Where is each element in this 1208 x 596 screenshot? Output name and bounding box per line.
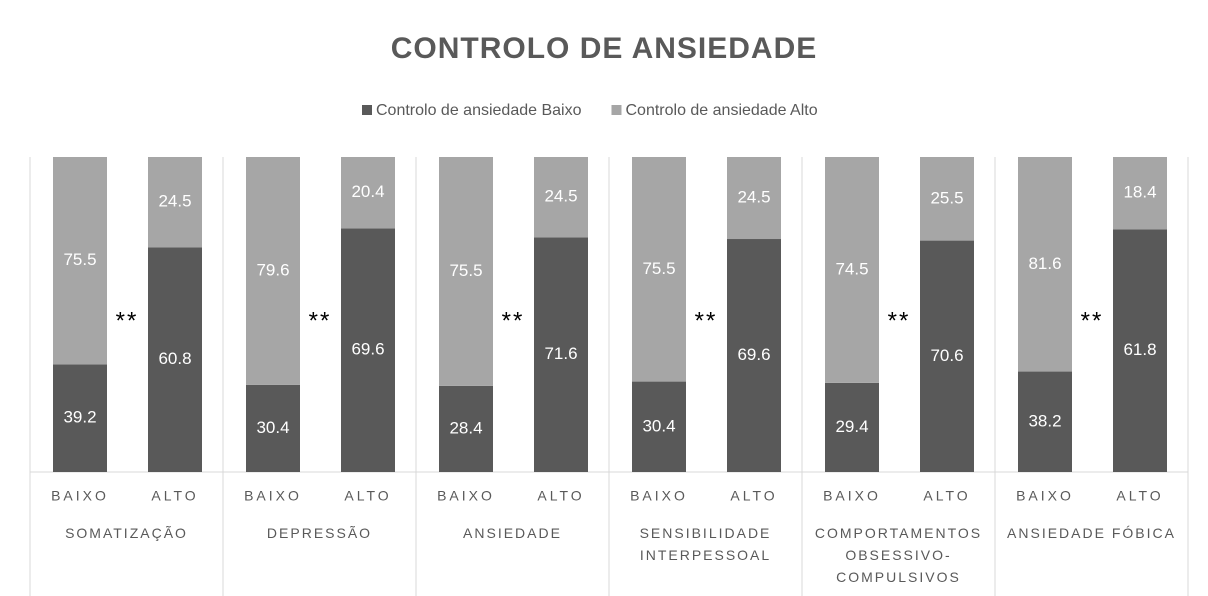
bar-segment bbox=[439, 157, 493, 386]
x-tick-label: ALTO bbox=[344, 488, 391, 504]
bar-segment bbox=[632, 381, 686, 472]
x-tick-label: BAIXO bbox=[244, 488, 302, 504]
x-tick-label: ALTO bbox=[537, 488, 584, 504]
value-label: 71.6 bbox=[544, 344, 577, 363]
value-label: 30.4 bbox=[256, 418, 289, 437]
value-label: 75.5 bbox=[63, 250, 96, 269]
bar-segment bbox=[1018, 371, 1072, 472]
bar-segment bbox=[246, 384, 300, 472]
bar-segment bbox=[1113, 157, 1167, 230]
group-label: SENSIBILIDADE INTERPESSOAL bbox=[639, 525, 772, 563]
legend-swatch bbox=[362, 105, 372, 115]
group-label: COMPORTAMENTOS OBSESSIVO-COMPULSIVOS bbox=[814, 525, 983, 585]
group-label: DEPRESSÃO bbox=[266, 525, 373, 541]
value-label: 18.4 bbox=[1123, 183, 1156, 202]
value-label: 20.4 bbox=[351, 182, 384, 201]
bar-segment bbox=[148, 247, 202, 472]
x-tick-label: ALTO bbox=[923, 488, 970, 504]
group-label: SOMATIZAÇÃO bbox=[65, 525, 188, 541]
legend-label: Controlo de ansiedade Alto bbox=[625, 102, 817, 119]
bar-segment bbox=[341, 228, 395, 472]
bar-segment bbox=[341, 157, 395, 229]
value-label: 74.5 bbox=[835, 259, 868, 278]
significance-mark: ** bbox=[1081, 307, 1104, 334]
x-tick-label: ALTO bbox=[151, 488, 198, 504]
x-tick-label: BAIXO bbox=[630, 488, 688, 504]
value-label: 81.6 bbox=[1028, 254, 1061, 273]
bar-segment bbox=[53, 364, 107, 472]
significance-mark: ** bbox=[502, 307, 525, 334]
value-label: 24.5 bbox=[737, 187, 770, 206]
value-label: 24.5 bbox=[158, 192, 191, 211]
chart-title: CONTROLO DE ANSIEDADE bbox=[391, 32, 818, 65]
value-label: 61.8 bbox=[1123, 340, 1156, 359]
significance-mark: ** bbox=[309, 307, 332, 334]
bar-segment bbox=[246, 157, 300, 385]
x-tick-label: BAIXO bbox=[1016, 488, 1074, 504]
value-label: 69.6 bbox=[351, 340, 384, 359]
value-label: 79.6 bbox=[256, 260, 289, 279]
x-tick-label: ALTO bbox=[730, 488, 777, 504]
value-label: 75.5 bbox=[642, 259, 675, 278]
bar-segment bbox=[825, 382, 879, 472]
value-label: 28.4 bbox=[449, 418, 482, 437]
bar-segment bbox=[534, 237, 588, 472]
bar-segment bbox=[920, 157, 974, 241]
value-label: 69.6 bbox=[737, 345, 770, 364]
value-label: 60.8 bbox=[158, 349, 191, 368]
bar-segment bbox=[1018, 157, 1072, 372]
value-label: 25.5 bbox=[930, 188, 963, 207]
bar-segment bbox=[439, 385, 493, 472]
value-label: 38.2 bbox=[1028, 411, 1061, 430]
x-tick-label: ALTO bbox=[1116, 488, 1163, 504]
bar-segment bbox=[53, 157, 107, 365]
value-label: 70.6 bbox=[930, 346, 963, 365]
value-label: 39.2 bbox=[63, 408, 96, 427]
value-label: 24.5 bbox=[544, 187, 577, 206]
bar-segment bbox=[727, 239, 781, 472]
x-tick-label: BAIXO bbox=[51, 488, 109, 504]
bar-segment bbox=[534, 157, 588, 238]
legend-swatch bbox=[611, 105, 622, 115]
significance-mark: ** bbox=[695, 307, 718, 334]
value-label: 29.4 bbox=[835, 417, 868, 436]
bar-segment bbox=[727, 157, 781, 240]
bar-segment bbox=[632, 157, 686, 382]
bar-segment bbox=[920, 240, 974, 472]
bar-segment bbox=[148, 157, 202, 248]
bar-segment bbox=[1113, 229, 1167, 472]
value-label: 30.4 bbox=[642, 416, 675, 435]
x-tick-label: BAIXO bbox=[823, 488, 881, 504]
value-label: 75.5 bbox=[449, 261, 482, 280]
legend-label: Controlo de ansiedade Baixo bbox=[376, 102, 582, 119]
group-label: ANSIEDADE bbox=[463, 525, 562, 541]
group-label: ANSIEDADE FÓBICA bbox=[1007, 525, 1176, 541]
x-tick-label: BAIXO bbox=[437, 488, 495, 504]
bar-segment bbox=[825, 157, 879, 383]
significance-mark: ** bbox=[116, 307, 139, 334]
significance-mark: ** bbox=[888, 307, 911, 334]
